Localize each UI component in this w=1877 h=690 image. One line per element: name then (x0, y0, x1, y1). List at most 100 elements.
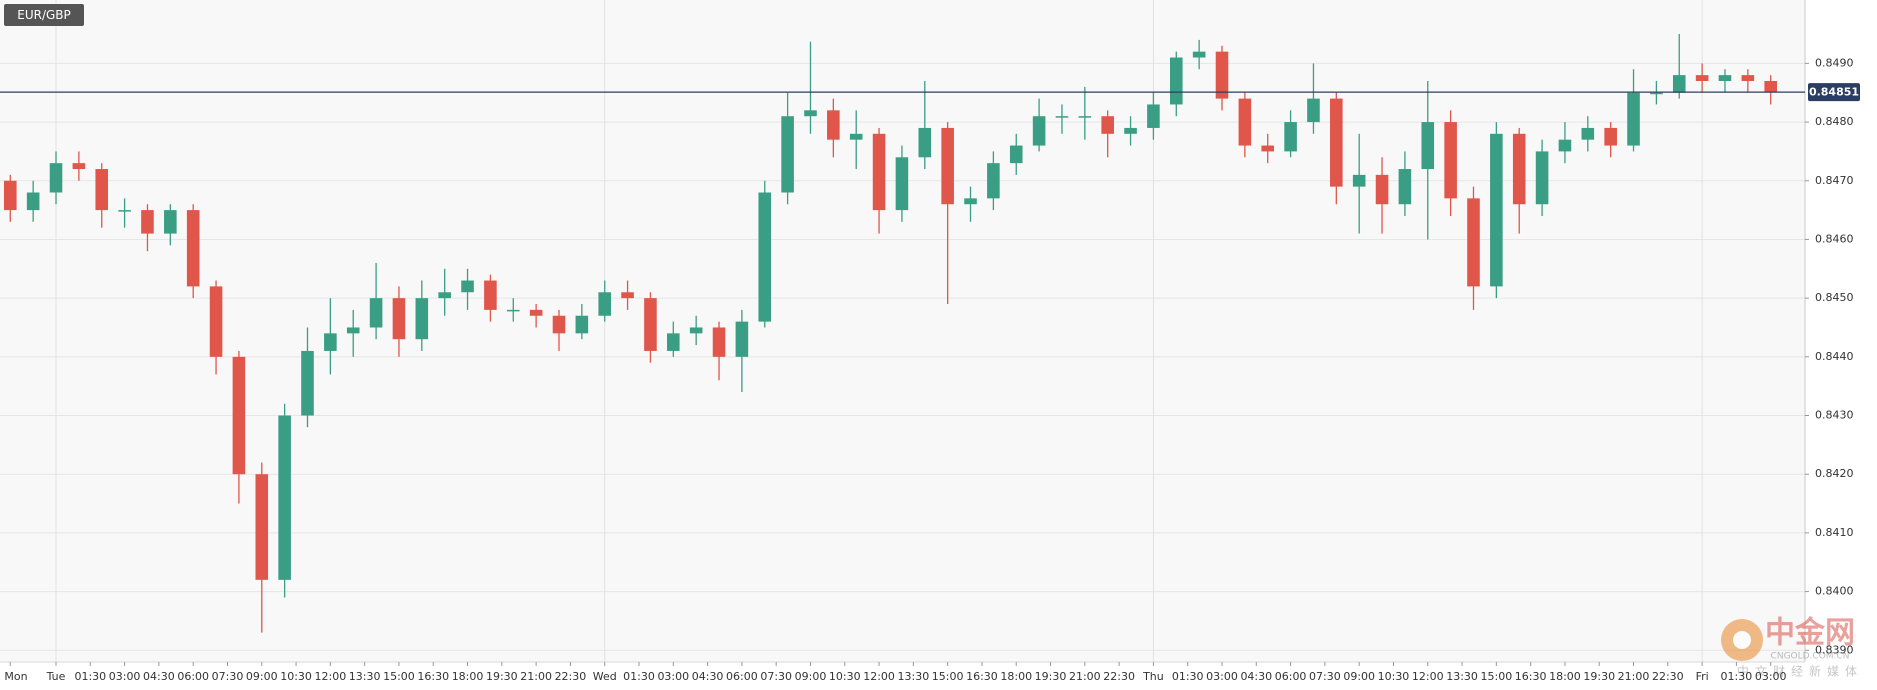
candle-body (346, 327, 360, 334)
y-tick-label: 0.8430 (1815, 409, 1854, 422)
x-tick-label: 18:00 (452, 670, 484, 683)
x-tick-label: Tue (46, 670, 66, 683)
watermark-logo (1733, 631, 1751, 649)
x-tick-label: 13:30 (898, 670, 930, 683)
candle-body (1467, 198, 1480, 287)
price-label-box (1808, 83, 1860, 102)
x-tick-label: 12:00 (863, 670, 895, 683)
y-tick-label: 0.8420 (1815, 467, 1854, 480)
watermark-tagline: 中文财经新媒体 (1737, 664, 1863, 679)
candle-body (1330, 98, 1343, 187)
x-tick-label: 19:30 (1035, 670, 1067, 683)
candle-body (1650, 92, 1663, 95)
x-tick-label: 16:30 (966, 670, 998, 683)
x-tick-label: 18:00 (1549, 670, 1581, 683)
x-tick-label: 09:00 (246, 670, 278, 683)
candle-body (758, 192, 772, 322)
candle-body (529, 309, 543, 316)
candle-body (964, 198, 977, 205)
y-tick-label: 0.8490 (1815, 56, 1854, 69)
candle-body (186, 210, 200, 287)
candle-body (1055, 116, 1069, 118)
candle-body (1009, 145, 1023, 164)
x-tick-label: 06:00 (1275, 670, 1307, 683)
x-tick-label: 19:30 (1583, 670, 1615, 683)
x-tick-label: 12:00 (315, 670, 347, 683)
candle-body (667, 333, 680, 351)
candle-body (804, 110, 817, 117)
candle-body (644, 298, 657, 351)
x-tick-label: 12:00 (1412, 670, 1444, 683)
candle-body (598, 292, 612, 316)
candle-body (209, 286, 223, 357)
x-tick-label: 22:30 (555, 670, 587, 683)
x-tick-label: 09:00 (795, 670, 827, 683)
candle-body (1718, 75, 1732, 81)
y-tick-label: 0.8460 (1815, 232, 1854, 245)
title-box (4, 4, 84, 26)
x-tick-label: 15:00 (932, 670, 964, 683)
x-tick-label: 15:00 (383, 670, 415, 683)
candle-body (872, 133, 886, 211)
x-tick-label: 21:00 (1618, 670, 1650, 683)
x-tick-label: 19:30 (486, 670, 518, 683)
candle-body (95, 169, 109, 211)
chart-title: EUR/GBP (17, 8, 71, 22)
x-tick-label: 09:00 (1343, 670, 1375, 683)
watermark: 中金网 CNGOLD.COM.CN 中文财经新媒体 (1721, 616, 1863, 679)
candle-body (1581, 127, 1595, 140)
watermark-text: 中金网 (1765, 616, 1855, 651)
x-tick-label: 22:30 (1103, 670, 1135, 683)
candle-body (1421, 122, 1435, 170)
x-tick-label: 04:30 (1240, 670, 1272, 683)
candle-body (1490, 133, 1503, 287)
candle-body (1352, 174, 1366, 187)
grid (0, 0, 1805, 662)
candle-body (72, 163, 86, 170)
candle-body (415, 298, 429, 340)
candle-body (849, 133, 863, 140)
candle-body (49, 163, 63, 193)
x-tick-label: 03:00 (1755, 670, 1787, 683)
candle-body (1261, 145, 1275, 152)
plot-background (0, 0, 1805, 662)
x-tick-label: 18:00 (1000, 670, 1032, 683)
candle-body (621, 292, 634, 299)
x-tick-label: 16:30 (417, 670, 449, 683)
candle-body (1627, 92, 1640, 146)
candle-body (1741, 75, 1755, 81)
candle-body (1375, 174, 1389, 205)
candle-body (278, 415, 291, 580)
candle-body (484, 280, 497, 310)
candle-body (1695, 75, 1709, 81)
candle-body (118, 210, 131, 212)
x-tick-label: Wed (593, 670, 617, 683)
y-tick-label: 0.8410 (1815, 526, 1854, 539)
candle-body (941, 127, 954, 205)
y-tick-label: 0.8450 (1815, 291, 1854, 304)
price-label: 0.84851 (1809, 86, 1859, 99)
candle-body (552, 315, 566, 334)
candle-body (1192, 51, 1206, 58)
x-tick-label: 04:30 (143, 670, 175, 683)
x-tick-label: Fri (1696, 670, 1709, 683)
y-tick-label: 0.8470 (1815, 174, 1854, 187)
candle-body (1398, 169, 1412, 205)
candle-body (1307, 98, 1320, 123)
candle-body (324, 333, 337, 351)
candle-body (438, 292, 451, 299)
candle-body (712, 327, 726, 357)
x-tick-label: 04:30 (692, 670, 724, 683)
candle-body (164, 210, 177, 234)
x-tick-label: 16:30 (1515, 670, 1547, 683)
x-tick-label: Mon (4, 670, 27, 683)
candle-body (1512, 133, 1526, 205)
candle-body (301, 350, 314, 416)
candle-body (461, 280, 474, 293)
candle-body (1284, 122, 1297, 152)
candle-body (1169, 57, 1183, 105)
x-tick-label: 01:30 (1721, 670, 1753, 683)
candle-body (575, 315, 589, 334)
candle-body (369, 298, 383, 328)
